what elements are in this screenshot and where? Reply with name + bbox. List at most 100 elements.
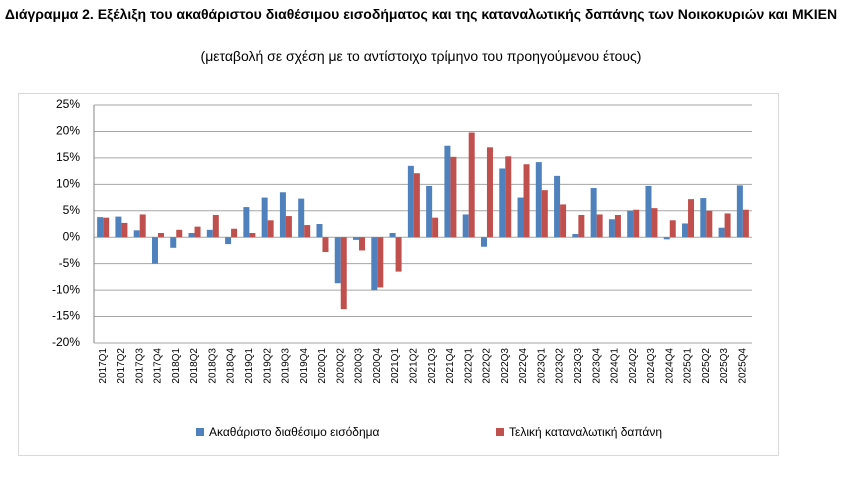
bar [413,173,420,238]
bar [194,226,201,238]
x-tick-label: 2024Q1 [610,348,621,384]
bar [243,207,250,238]
legend-label: Ακαθάριστο διαθέσιμο εισόδημα [209,425,380,439]
bar [572,234,579,238]
bar [170,237,177,248]
bar [541,190,548,238]
x-tick-label: 2018Q2 [189,348,200,384]
bar [736,185,743,238]
bar [724,213,731,238]
bar [480,237,487,247]
bar [298,198,305,238]
bar [560,204,567,238]
x-tick-label: 2020Q4 [372,348,383,384]
bar [444,145,451,238]
x-tick-label: 2023Q1 [536,348,547,384]
x-tick-label: 2017Q2 [116,348,127,384]
bar [651,208,658,238]
bar [176,229,183,238]
x-tick-label: 2020Q1 [317,348,328,384]
bar [718,227,725,238]
bar [535,162,542,238]
y-tick-label: 20% [56,124,80,138]
y-tick-label: 0% [63,229,81,243]
bar [334,237,341,284]
bar [633,209,640,238]
bar [554,175,561,238]
x-tick-label: 2022Q1 [463,348,474,384]
x-tick-label: 2021Q3 [427,348,438,384]
bar [225,237,232,245]
y-tick-label: -20% [52,335,80,349]
x-tick-label: 2017Q4 [153,348,164,384]
chart-frame [18,93,779,456]
bar [499,168,506,238]
bar [359,237,366,251]
bar [462,214,469,238]
bar [115,216,122,238]
x-tick-label: 2017Q3 [134,348,145,384]
x-tick-label: 2019Q1 [244,348,255,384]
bar [700,198,707,238]
bar [517,197,524,238]
bar [279,192,286,238]
legend-label: Τελική καταναλωτική δαπάνη [509,425,662,439]
bar [450,156,457,238]
x-tick-label: 2024Q2 [628,348,639,384]
bar [432,217,439,238]
bar [669,220,676,238]
x-tick-label: 2019Q3 [281,348,292,384]
bar [627,210,634,238]
x-tick-label: 2022Q3 [500,348,511,384]
bar [645,185,652,238]
bar [97,217,104,238]
chart-subtitle: (μεταβολή σε σχέση με το αντίστοιχο τρίμ… [200,48,642,64]
bar [151,237,158,264]
y-tick-label: -10% [52,282,80,296]
bar [523,164,530,238]
y-tick-label: 5% [63,203,81,217]
bar [340,237,347,310]
bar [377,237,384,288]
bar [663,237,670,240]
bar [316,224,323,238]
bar [103,217,110,238]
bar [206,229,213,238]
legend-swatch [496,428,504,436]
y-tick-label: -5% [59,256,81,270]
x-tick-label: 2017Q1 [98,348,109,384]
y-tick-label: 25% [56,97,80,111]
bar [682,223,689,238]
bar [157,232,164,238]
bar [590,188,597,238]
x-tick-label: 2019Q2 [262,348,273,384]
bar [212,215,219,238]
bar [322,237,329,253]
bar [133,230,140,238]
legend-swatch [196,428,204,436]
bar [407,165,414,238]
bar [426,185,433,238]
y-tick-label: 10% [56,177,80,191]
bar [614,215,621,238]
bar [371,237,378,291]
x-tick-label: 2021Q4 [445,348,456,384]
bar [249,232,256,238]
x-tick-label: 2019Q4 [299,348,310,384]
x-tick-label: 2023Q4 [591,348,602,384]
bar [285,216,292,238]
bar [389,232,396,238]
x-tick-label: 2025Q2 [701,348,712,384]
bar [304,225,311,238]
bar [688,199,695,238]
x-tick-label: 2024Q3 [646,348,657,384]
x-tick-label: 2022Q4 [518,348,529,384]
bar [706,210,713,238]
x-tick-label: 2018Q4 [226,348,237,384]
bar [139,214,146,238]
x-tick-label: 2024Q4 [664,348,675,384]
chart-title: Διάγραμμα 2. Εξέλιξη του ακαθάριστου δια… [4,6,838,22]
bar [596,214,603,238]
bar [261,197,268,238]
